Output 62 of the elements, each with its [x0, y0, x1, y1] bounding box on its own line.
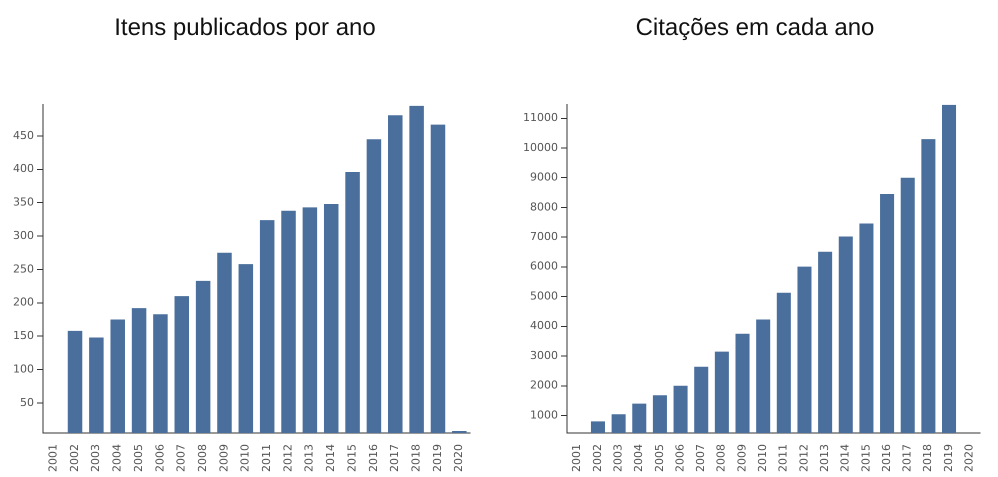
x-tick-label: 2006	[673, 444, 686, 472]
y-tick-label: 1000	[530, 408, 558, 422]
x-tick-label: 2001	[46, 444, 60, 472]
x-tick-label: 2018	[409, 444, 422, 472]
x-tick-label: 2005	[652, 444, 666, 472]
x-tick-label: 2020	[452, 444, 466, 472]
x-tick-label: 2017	[900, 444, 914, 472]
x-tick-label: 2009	[735, 444, 748, 472]
y-tick-label: 3000	[530, 348, 558, 362]
y-tick-label: 7000	[530, 230, 558, 244]
y-tick-label: 6000	[530, 260, 558, 273]
y-tick-label: 5000	[530, 289, 558, 302]
y-tick-label: 9000	[530, 170, 558, 184]
x-tick-label: 2007	[694, 444, 708, 472]
x-tick-label: 2016	[366, 444, 380, 472]
x-tick-label: 2006	[153, 444, 166, 472]
x-tick-label: 2020	[962, 444, 976, 472]
x-tick-label: 2008	[196, 444, 209, 472]
x-tick-label: 2008	[714, 444, 728, 472]
x-tick-label: 2002	[590, 444, 604, 472]
y-tick-label: 200	[12, 296, 34, 309]
x-tick-label: 2005	[132, 444, 145, 472]
x-tick-label: 2016	[880, 444, 893, 472]
chart-title: Citações em cada ano	[634, 14, 876, 42]
x-tick-label: 2013	[302, 444, 316, 472]
x-tick-label: 2019	[942, 444, 955, 472]
x-tick-label: 2017	[388, 444, 402, 472]
x-tick-label: 2015	[345, 444, 358, 472]
y-tick-label: 8000	[530, 200, 558, 214]
x-tick-label: 2013	[818, 444, 831, 472]
y-tick-label: 350	[12, 196, 34, 209]
y-tick-label: 400	[12, 162, 34, 176]
x-tick-label: 2004	[632, 444, 646, 472]
x-tick-label: 2009	[217, 444, 230, 472]
x-tick-label: 2014	[838, 444, 852, 472]
y-tick-label: 100	[12, 362, 34, 376]
x-tick-label: 2010	[756, 444, 770, 472]
x-tick-label: 2004	[110, 444, 124, 472]
y-tick-label: 450	[12, 128, 34, 142]
x-tick-label: 2011	[776, 444, 790, 472]
x-tick-label: 2014	[324, 444, 338, 472]
x-tick-label: 2018	[921, 444, 934, 472]
y-tick-label: 150	[12, 329, 34, 342]
y-tick-label: 50	[20, 396, 34, 409]
y-tick-label: 10000	[522, 140, 558, 154]
x-tick-label: 2010	[238, 444, 252, 472]
y-tick-label: 2000	[530, 378, 558, 392]
x-tick-label: 2015	[859, 444, 872, 472]
x-tick-label: 2011	[260, 444, 274, 472]
y-tick-label: 250	[12, 262, 34, 276]
x-tick-label: 2012	[281, 444, 294, 472]
x-tick-label: 2019	[430, 444, 444, 472]
y-tick-label: 300	[12, 228, 34, 242]
x-tick-label: 2002	[68, 444, 81, 472]
x-tick-label: 2003	[89, 444, 102, 472]
y-tick-label: 4000	[530, 319, 558, 332]
x-tick-label: 2003	[611, 444, 624, 472]
chart-title: Itens publicados por ano	[113, 14, 377, 42]
y-tick-label: 11000	[522, 111, 558, 124]
x-tick-label: 2012	[797, 444, 810, 472]
x-tick-label: 2007	[174, 444, 188, 472]
x-tick-label: 2001	[570, 444, 584, 472]
